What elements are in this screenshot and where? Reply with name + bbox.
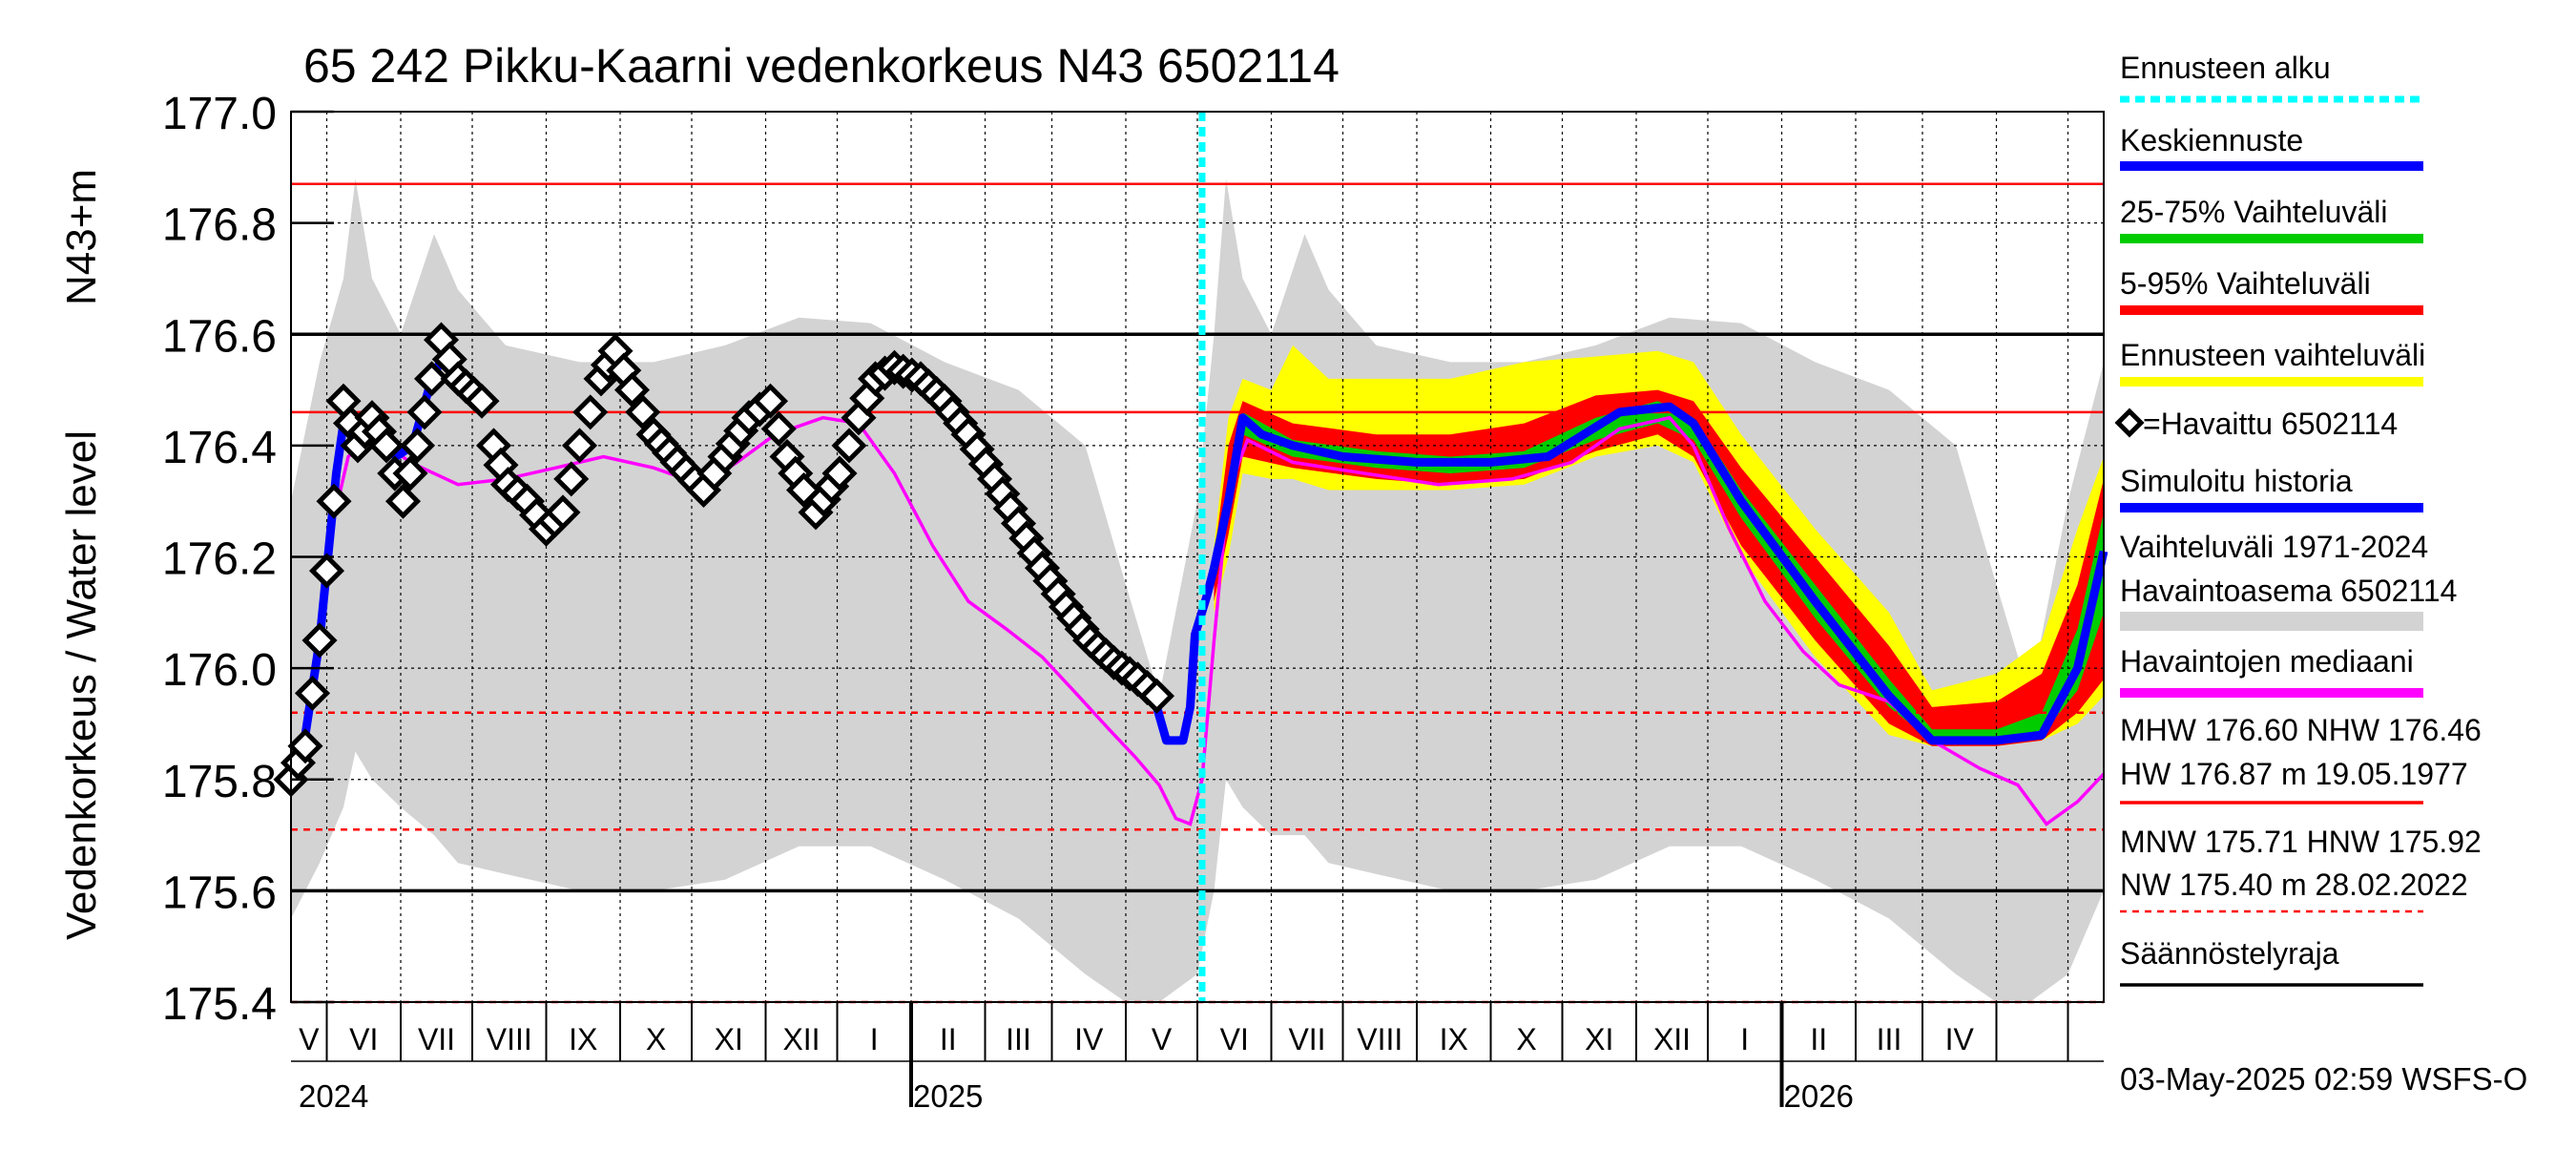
observed-marker [613,372,651,408]
y-tick-label: 175.6 [162,868,277,918]
month-label: XII [782,1022,820,1056]
y-tick-label: 176.6 [162,311,277,362]
month-label: XI [1585,1022,1613,1056]
month-label: V [1152,1022,1173,1056]
observed-marker [301,622,338,659]
legend-label-keskiennuste: Keskiennuste [2120,123,2303,157]
bands-layer [291,178,2104,1002]
y-axis-label: Vedenkorkeus / Water level [58,430,105,940]
month-label: VIII [1357,1022,1402,1056]
month-label: VI [349,1022,378,1056]
legend-label-vaihteluv-li-1971-2024-2: Havaintoasema 6502114 [2120,574,2457,608]
observed-marker [545,494,581,531]
observed-marker [1138,678,1175,714]
month-label: IV [1074,1022,1104,1056]
month-label: III [1006,1022,1031,1056]
observed-marker [294,675,331,711]
observed-marker [413,361,450,397]
observed-marker [316,483,352,519]
axes-layer: 175.4 175.6 175.8 176.0 176.2 176.4 176.6 176.8… [162,89,2104,1114]
month-label: VII [1288,1022,1325,1056]
mean-forecast-line [1210,402,2109,745]
month-label: XI [715,1022,743,1056]
legend-label-havaittu-6502114: =Havaittu 6502114 [2143,407,2398,441]
observed-marker [553,461,590,497]
grid-layer [291,111,2104,1003]
legend-label-5-95-vaihteluv-li: 5-95% Vaihteluväli [2120,266,2371,301]
month-label: VI [1220,1022,1249,1056]
median-line [289,415,2106,826]
month-label: XII [1653,1022,1691,1056]
month-label: II [1810,1022,1827,1056]
legend-label-mhw-176-60-nhw-176-46: MHW 176.60 NHW 176.46 [2120,713,2482,747]
legend-label-havaintojen-mediaani: Havaintojen mediaani [2120,644,2414,679]
year-label: 2026 [1784,1078,1854,1114]
observed-marker [572,394,609,430]
y-tick-label: 175.4 [162,979,277,1030]
observed-marker [287,728,323,764]
month-label: X [1516,1022,1536,1056]
month-label: X [646,1022,666,1056]
year-label: 2024 [299,1078,368,1114]
y-tick-label: 175.8 [162,757,277,807]
range-5-95-band [1214,389,2104,746]
month-label: VII [418,1022,455,1056]
legend-label-mnw-175-71-hnw-175-92: MNW 175.71 HNW 175.92 [2120,825,2482,859]
observed-marker [561,428,598,464]
observed-marker [760,410,797,447]
footer-timestamp: 03-May-2025 02:59 WSFS-O [2120,1061,2527,1097]
legend-label-mhw-176-60-nhw-176-46-2: HW 176.87 m 19.05.1977 [2120,757,2468,791]
legend-label-25-75-vaihteluv-li: 25-75% Vaihteluväli [2120,195,2387,229]
y-tick-label: 176.0 [162,645,277,696]
month-label: V [299,1022,320,1056]
legend-label-s-nn-stelyraja: Säännöstelyraja [2120,936,2339,971]
observed-marker [406,394,443,430]
observed-marker [399,428,436,464]
legend-marker-observed [2114,408,2145,438]
observed-marker [384,483,422,519]
month-label: I [1740,1022,1749,1056]
observed-marker [752,383,789,419]
month-label: I [870,1022,879,1056]
month-label: VIII [487,1022,532,1056]
month-label: IX [569,1022,597,1056]
observed-marker [625,394,661,430]
legend-label-ennusteen-vaihteluv-li: Ennusteen vaihteluväli [2120,338,2425,372]
observed-marker [308,553,345,589]
observed-marker [392,455,428,491]
month-label: III [1877,1022,1902,1056]
year-label: 2025 [913,1078,983,1114]
y-tick-label: 176.8 [162,200,277,251]
legend-label-vaihteluv-li-1971-2024: Vaihteluväli 1971-2024 [2120,530,2428,564]
y-tick-label: 177.0 [162,89,277,139]
month-label: IX [1440,1022,1468,1056]
observed-marker [464,383,500,419]
observed-marker [368,428,405,464]
legend-label-mnw-175-71-hnw-175-92-2: NW 175.40 m 28.02.2022 [2120,868,2468,902]
observed-marker [831,428,867,464]
month-label: IV [1945,1022,1975,1056]
month-label: II [940,1022,957,1056]
series-layer [273,112,2109,1002]
legend: Ennusteen alku Keskiennuste 25-75% Vaihtel… [2114,51,2482,987]
y-tick-label: 176.2 [162,534,277,585]
legend-label-ennusteen-alku: Ennusteen alku [2120,51,2331,85]
observed-marker [821,455,858,491]
chart-title: 65 242 Pikku-Kaarni vedenkorkeus N43 650… [303,39,1340,93]
simulated-history-line [1153,567,1218,745]
y-tick-label: 176.4 [162,423,277,473]
legend-label-simuloitu-historia: Simuloitu historia [2120,464,2353,498]
y-axis-unit: N43+m [58,169,105,305]
